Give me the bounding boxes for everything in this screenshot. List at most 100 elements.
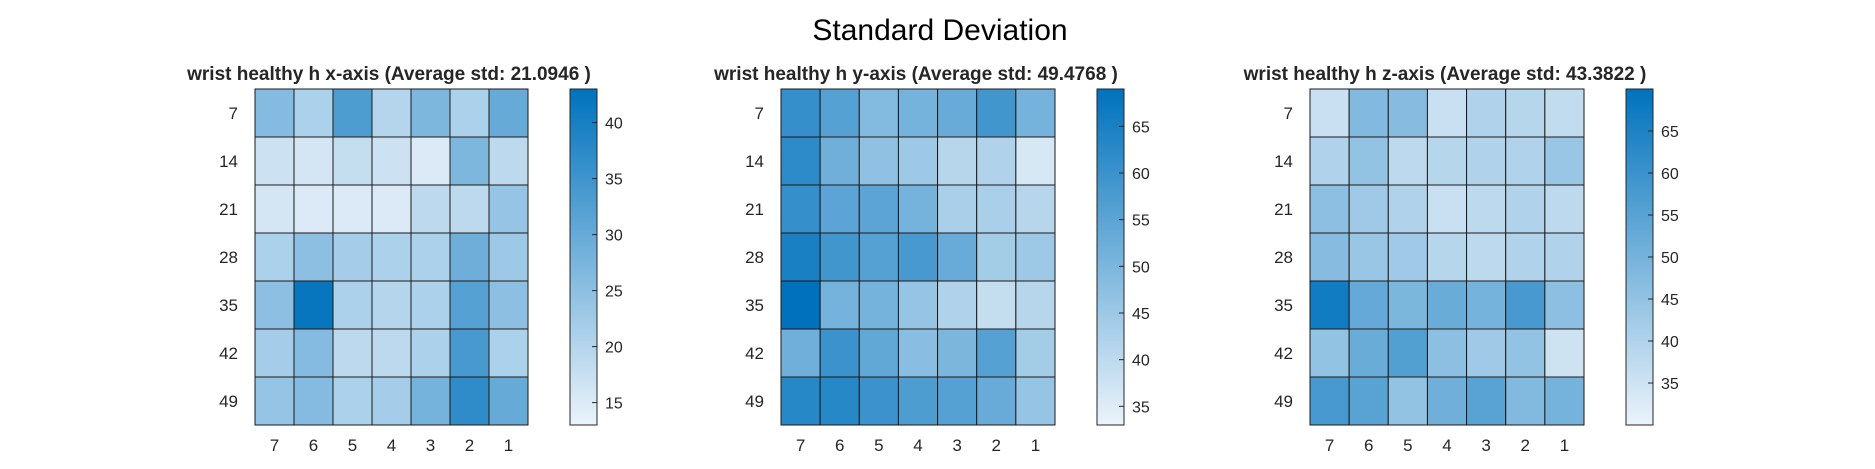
y-tick-label: 49 <box>745 392 764 411</box>
heatmap-cell <box>410 136 451 186</box>
heatmap-cell <box>293 88 334 138</box>
y-tick-label: 28 <box>745 248 764 267</box>
heatmap-cell <box>858 136 899 186</box>
heatmap-cell <box>937 328 978 378</box>
heatmap-cell <box>897 232 939 282</box>
figure-title: Standard Deviation <box>812 14 1067 47</box>
heatmap-cell <box>1544 88 1585 138</box>
heatmap-cell <box>937 184 978 234</box>
panel-title: wrist healthy h y-axis (Average std: 49.… <box>713 64 1118 85</box>
heatmap-cell <box>1505 376 1546 426</box>
x-tick-label: 3 <box>426 436 435 455</box>
heatmap-cell <box>1544 232 1585 282</box>
y-tick-label: 35 <box>219 296 238 315</box>
heatmap-cell <box>488 184 529 234</box>
colorbar-tick-label: 60 <box>1661 166 1679 183</box>
x-tick-label: 3 <box>952 436 961 455</box>
x-tick-labels: 7 6 5 4 3 2 1 <box>270 436 513 455</box>
x-tick-label: 6 <box>835 436 844 455</box>
heatmap-cell <box>1309 88 1350 138</box>
heatmap-cell <box>254 328 295 378</box>
heatmap-cell <box>976 88 1017 138</box>
heatmap-cell <box>1426 88 1468 138</box>
x-tick-label: 7 <box>270 436 279 455</box>
heatmap-cell <box>449 376 490 426</box>
colorbar-tick-label: 55 <box>1132 213 1150 230</box>
colorbar-tick-label: 60 <box>1132 166 1150 183</box>
x-tick-label: 5 <box>874 436 883 455</box>
heatmap-cell <box>449 88 490 138</box>
heatmap-cell <box>1387 88 1428 138</box>
heatmap-cell <box>1505 328 1546 378</box>
heatmap-cell <box>410 376 451 426</box>
heatmap-cell <box>976 328 1017 378</box>
colorbar-tick-label: 50 <box>1132 259 1150 276</box>
x-tick-label: 6 <box>1364 436 1373 455</box>
heatmap-cell <box>976 184 1017 234</box>
colorbar-tick-label: 30 <box>605 228 623 245</box>
heatmap-cell <box>1426 232 1468 282</box>
heatmap-cell <box>897 136 939 186</box>
heatmap-cell <box>1505 280 1546 330</box>
heatmap-cell <box>780 184 821 234</box>
heatmap-cell <box>780 88 821 138</box>
heatmap-cell <box>780 328 821 378</box>
colorbar-gradient <box>1096 88 1125 426</box>
y-tick-label: 42 <box>1274 344 1293 363</box>
colorbar: 15 20 25 30 35 40 <box>569 88 623 426</box>
heatmap-cell <box>819 136 860 186</box>
x-tick-label: 2 <box>465 436 474 455</box>
y-tick-labels: 7 14 21 28 35 42 49 <box>219 104 238 411</box>
heatmap-cell <box>1505 232 1546 282</box>
heatmap-cells <box>780 88 1056 426</box>
heatmap-cell <box>858 184 899 234</box>
y-tick-label: 49 <box>219 392 238 411</box>
heatmap-panel-x-axis: wrist healthy h x-axis (Average std: 21.… <box>186 64 623 455</box>
heatmap-cell <box>1015 184 1056 234</box>
heatmap-cell <box>254 136 295 186</box>
x-tick-label: 1 <box>504 436 513 455</box>
heatmap-cell <box>897 376 939 426</box>
x-tick-label: 7 <box>1325 436 1334 455</box>
x-tick-label: 2 <box>992 436 1001 455</box>
heatmap-cell <box>293 328 334 378</box>
colorbar-tick-label: 35 <box>1132 399 1150 416</box>
heatmap-cell <box>1309 280 1350 330</box>
heatmap-cell <box>410 280 451 330</box>
colorbar-tick-label: 25 <box>605 284 623 301</box>
colorbar-tick-label: 20 <box>605 340 623 357</box>
y-tick-label: 35 <box>745 296 764 315</box>
heatmap-cell <box>1309 328 1350 378</box>
y-tick-label: 14 <box>1274 152 1293 171</box>
panel-title: wrist healthy h z-axis (Average std: 43.… <box>1243 64 1647 85</box>
heatmap-cell <box>1348 184 1389 234</box>
heatmap-cell <box>488 232 529 282</box>
heatmap-cell <box>1387 328 1428 378</box>
heatmap-cell <box>1426 184 1468 234</box>
heatmap-cell <box>371 376 412 426</box>
heatmap-cell <box>1387 280 1428 330</box>
heatmap-cell <box>976 136 1017 186</box>
heatmap-cell <box>1015 232 1056 282</box>
heatmap-cell <box>410 328 451 378</box>
heatmap-cell <box>293 376 334 426</box>
heatmap-cell <box>449 136 490 186</box>
heatmap-cell <box>780 136 821 186</box>
heatmap-cell <box>897 280 939 330</box>
heatmap-cell <box>449 232 490 282</box>
heatmap-cell <box>1466 136 1507 186</box>
heatmap-cell <box>254 280 295 330</box>
heatmap-cell <box>858 328 899 378</box>
heatmap-cell <box>488 328 529 378</box>
heatmap-cell <box>937 280 978 330</box>
heatmap-cell <box>897 184 939 234</box>
heatmap-cell <box>937 232 978 282</box>
heatmap-cell <box>1309 232 1350 282</box>
heatmap-cell <box>819 232 860 282</box>
heatmap-cell <box>1426 328 1468 378</box>
x-tick-label: 6 <box>309 436 318 455</box>
heatmap-cell <box>332 328 373 378</box>
heatmap-cell <box>371 232 412 282</box>
panel-title: wrist healthy h x-axis (Average std: 21.… <box>186 64 591 85</box>
heatmap-cell <box>1015 88 1056 138</box>
